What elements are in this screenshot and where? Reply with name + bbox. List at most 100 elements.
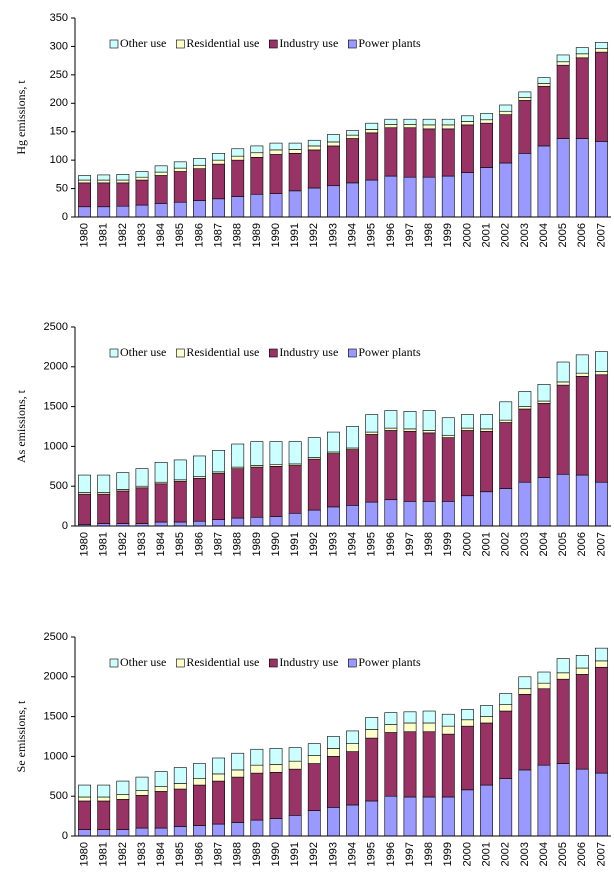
bar-segment: [518, 688, 532, 695]
bar-segment: [595, 371, 608, 376]
bar-segment: [269, 516, 283, 527]
legend-label: Power plants: [358, 345, 421, 359]
x-tick-label: 1987: [212, 532, 224, 556]
bar-segment: [154, 771, 168, 787]
bar-segment: [422, 796, 436, 837]
bar-segment: [595, 51, 608, 142]
bar-segment: [173, 826, 187, 837]
bar-segment: [78, 206, 91, 218]
bar-segment: [384, 430, 398, 501]
x-tick-label: 1996: [385, 842, 397, 866]
x-tick-label: 1988: [232, 223, 244, 247]
bar-segment: [250, 772, 264, 821]
y-tick-label: 1500: [44, 711, 68, 723]
bar-segment: [499, 710, 513, 779]
bar-segment: [556, 763, 570, 837]
bar-segment: [556, 672, 570, 680]
bar-segment: [346, 134, 359, 139]
bar-segment: [441, 725, 455, 735]
bar-segment: [480, 705, 493, 717]
bar-segment: [154, 786, 168, 792]
bar-segment: [97, 493, 111, 524]
bar-segment: [269, 149, 283, 155]
bar-segment: [269, 154, 283, 194]
bar-segment: [384, 795, 398, 837]
bar-segment: [116, 829, 130, 837]
bar-segment: [116, 794, 130, 800]
x-tick-label: 1984: [155, 532, 167, 556]
bar-segment: [575, 768, 589, 837]
bar-segment: [422, 176, 436, 218]
x-tick-label: 1990: [270, 842, 282, 866]
y-tick-label: 150: [50, 126, 68, 138]
x-tick-label: 1984: [155, 223, 167, 247]
bar-segment: [97, 206, 111, 218]
bar-segment: [346, 130, 359, 136]
bar-segment: [307, 458, 321, 511]
x-tick-label: 1990: [270, 532, 282, 556]
bar-segment: [78, 182, 91, 208]
x-tick-label: 1986: [193, 532, 205, 556]
y-tick-label: 300: [50, 40, 68, 52]
bar-segment: [480, 491, 493, 527]
bar-segment: [441, 128, 455, 177]
bar-segment: [346, 182, 359, 218]
bar-segment: [250, 441, 264, 466]
x-tick-label: 1989: [251, 842, 263, 866]
bar-segment: [116, 490, 130, 524]
x-tick-label: 2006: [576, 223, 588, 247]
bar-segment: [307, 149, 321, 189]
bar-segment: [499, 114, 513, 164]
bar-segment: [384, 175, 398, 218]
bar-segment: [346, 426, 359, 449]
x-tick-label: 1983: [136, 842, 148, 866]
x-tick-label: 2005: [557, 532, 569, 556]
bar-segment: [403, 127, 417, 178]
bar-segment: [307, 763, 321, 811]
bar-segment: [212, 163, 225, 200]
bar-segment: [212, 159, 225, 165]
bar-segment: [212, 519, 225, 527]
bar-segment: [595, 481, 608, 527]
bar-segment: [480, 414, 493, 430]
legend-swatch: [176, 348, 185, 358]
bar-segment: [575, 47, 589, 55]
x-tick-label: 1999: [442, 842, 454, 866]
bar-segment: [422, 128, 436, 178]
bar-segment: [327, 756, 340, 808]
x-tick-label: 2001: [480, 223, 492, 247]
bar-segment: [97, 174, 111, 181]
y-tick-label: 500: [50, 480, 68, 492]
bar-segment: [499, 104, 513, 112]
bar-segment: [384, 724, 398, 733]
bar-segment: [403, 430, 417, 502]
bar-segment: [556, 473, 570, 527]
x-tick-label: 2001: [480, 532, 492, 556]
bar-segment: [441, 175, 455, 218]
bar-segment: [173, 767, 187, 784]
bar-segment: [365, 431, 379, 435]
bar-segment: [441, 713, 455, 727]
x-tick-label: 1993: [327, 223, 339, 247]
x-tick-label: 1983: [136, 223, 148, 247]
bar-segment: [116, 472, 130, 490]
bar-segment: [575, 667, 589, 675]
bar-segment: [288, 441, 302, 465]
legend-swatch: [176, 39, 185, 49]
bar-segment: [403, 124, 417, 129]
bar-segment: [212, 473, 225, 520]
bar-segment: [518, 153, 532, 218]
bar-segment: [231, 148, 245, 157]
y-tick-label: 1000: [44, 440, 68, 452]
bar-segment: [595, 666, 608, 774]
bar-segment: [212, 780, 225, 825]
bar-segment: [556, 54, 570, 63]
bar-segment: [212, 823, 225, 837]
bar-segment: [441, 437, 455, 502]
x-tick-label: 2002: [500, 223, 512, 247]
y-axis-label: Se emissions, t: [14, 700, 28, 772]
bar-segment: [499, 419, 513, 423]
x-tick-label: 2004: [538, 532, 550, 556]
bar-segment: [480, 430, 493, 493]
bar-segment: [480, 428, 493, 432]
